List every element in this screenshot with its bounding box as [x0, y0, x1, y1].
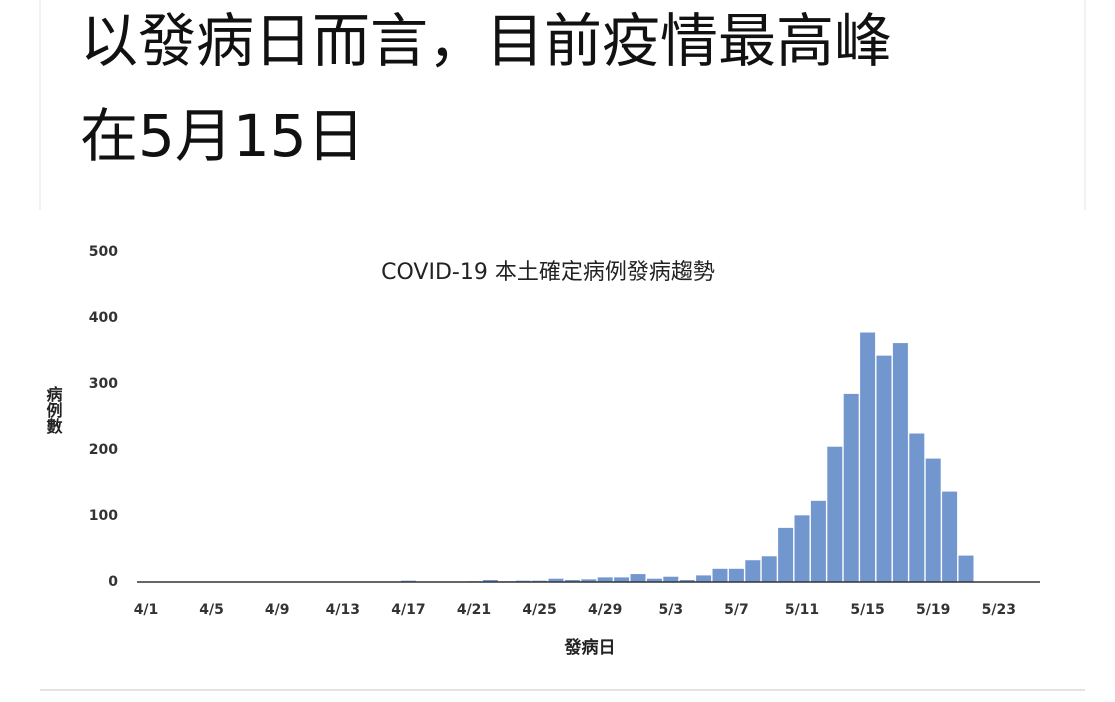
x-tick-label: 4/25 — [522, 602, 556, 618]
y-tick-label: 300 — [89, 376, 118, 392]
bar — [679, 580, 695, 582]
bar — [696, 575, 712, 582]
x-tick-label: 4/17 — [391, 602, 425, 618]
bar — [909, 433, 925, 582]
x-tick-label: 4/5 — [199, 602, 224, 618]
bar — [581, 579, 597, 582]
bar — [860, 332, 876, 582]
bar — [712, 568, 728, 582]
bar — [548, 578, 564, 582]
bar — [942, 491, 958, 582]
x-tick-label: 5/23 — [982, 602, 1016, 618]
y-tick-label: 500 — [89, 244, 118, 260]
headline: 以發病日而言，目前疫情最高峰 — [80, 7, 892, 75]
bar — [663, 576, 679, 582]
bar — [597, 577, 613, 582]
y-axis-label: 病例數 — [44, 385, 63, 435]
y-tick-label: 0 — [108, 574, 118, 590]
bar — [728, 568, 744, 582]
x-axis-label: 發病日 — [564, 637, 616, 658]
bar — [794, 515, 810, 582]
y-tick-label: 200 — [89, 442, 118, 458]
bar — [778, 527, 794, 582]
y-tick-label: 400 — [89, 310, 118, 326]
x-tick-label: 5/3 — [658, 602, 683, 618]
headline: 在5月15日 — [80, 102, 365, 170]
x-tick-label: 4/29 — [588, 602, 622, 618]
bar — [810, 500, 826, 582]
chart-title: COVID-19 本土確定病例發病趨勢 — [381, 260, 715, 285]
bar — [958, 555, 974, 582]
bar — [827, 446, 843, 582]
x-tick-label: 5/19 — [916, 602, 950, 618]
bar — [925, 458, 941, 582]
x-tick-label: 5/7 — [724, 602, 749, 618]
x-tick-label: 4/13 — [326, 602, 360, 618]
bar — [892, 343, 908, 582]
bar — [482, 580, 498, 582]
bar — [876, 355, 892, 582]
bar — [843, 393, 859, 582]
bar — [745, 560, 761, 582]
x-tick-label: 5/11 — [785, 602, 819, 618]
bar — [646, 578, 662, 582]
bar — [614, 577, 630, 582]
x-tick-label: 5/15 — [850, 602, 884, 618]
bar — [761, 556, 777, 582]
x-tick-label: 4/1 — [134, 602, 159, 618]
bar — [630, 574, 646, 582]
x-tick-label: 4/21 — [457, 602, 491, 618]
bar — [564, 580, 580, 582]
x-tick-label: 4/9 — [265, 602, 290, 618]
y-tick-label: 100 — [89, 508, 118, 524]
